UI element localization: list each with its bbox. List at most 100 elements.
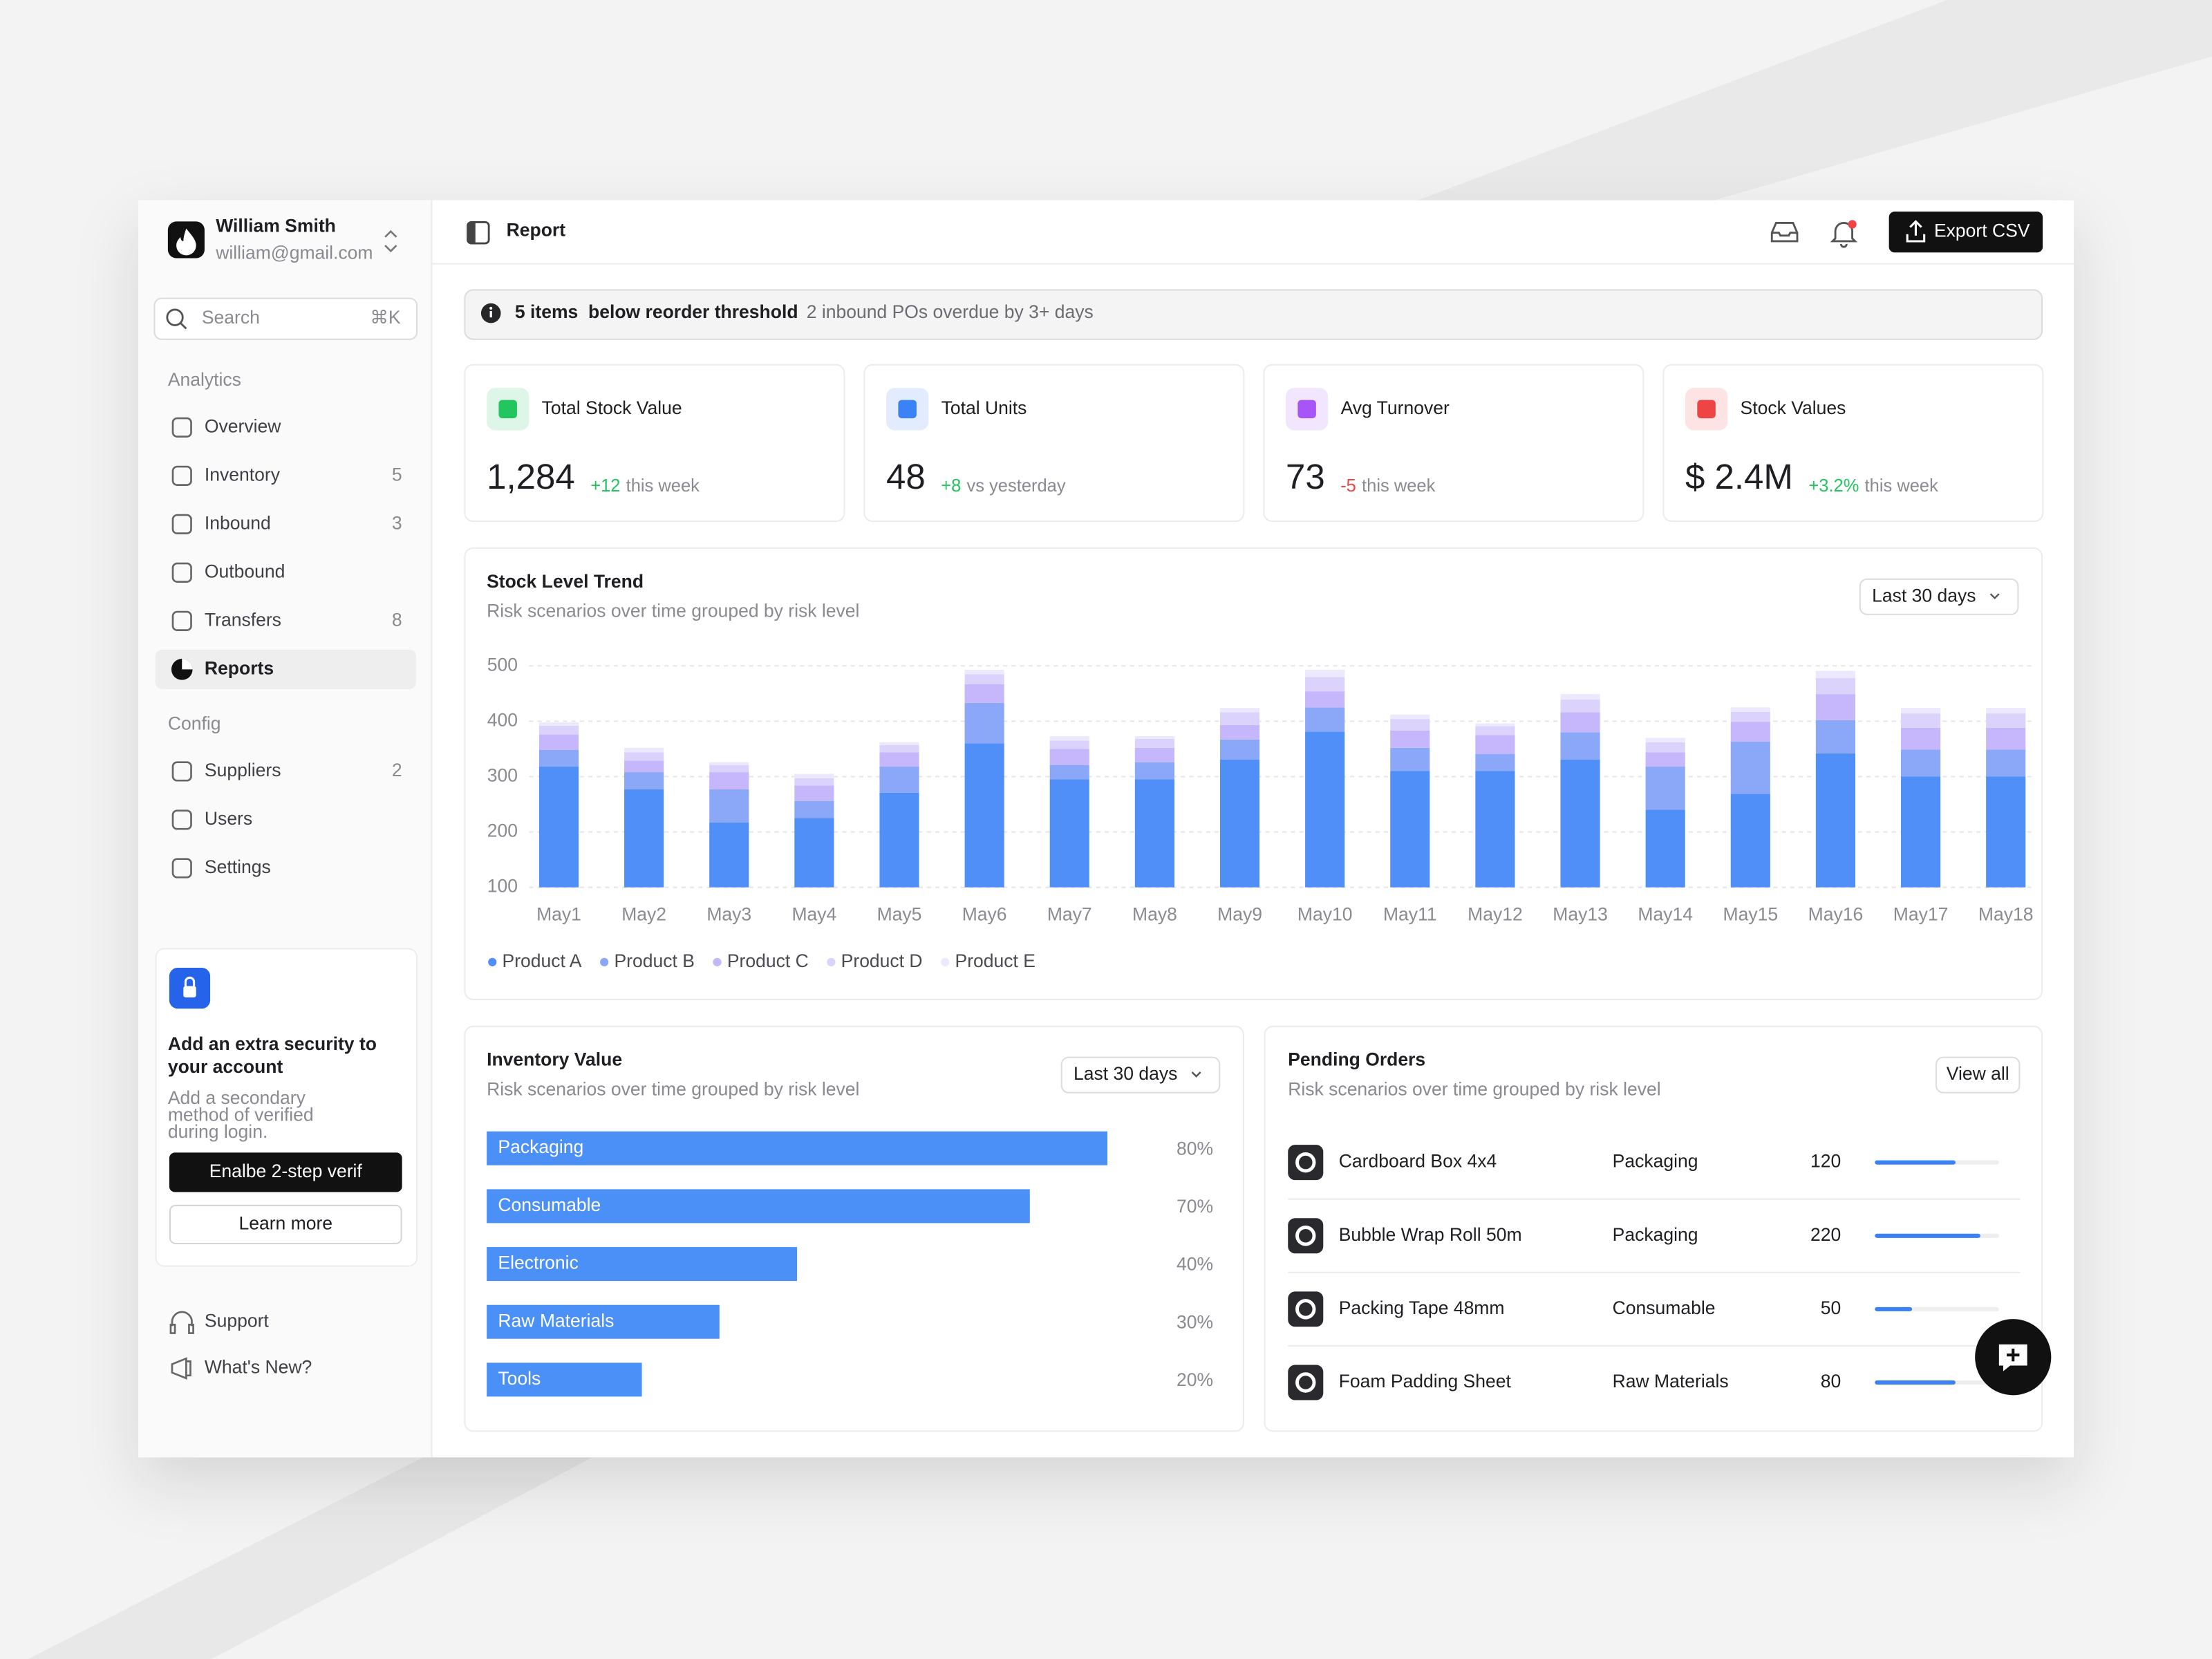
bar-segment [1305,677,1345,692]
nav-item[interactable]: Settings [205,856,271,877]
export-icon [1906,220,1926,243]
legend-label: Product D [841,950,923,971]
range-dropdown[interactable] [1060,1056,1221,1094]
page-title: Report [507,220,566,241]
kpi-value: 48 [886,457,926,496]
bar-segment [879,752,919,767]
inbox-icon[interactable] [1770,222,1799,243]
bar-segment [624,747,664,753]
inventory-bar [487,1362,642,1397]
search-box[interactable] [153,297,418,340]
bar-segment [1049,779,1089,888]
bar-segment [1986,713,2026,728]
bar-segment [794,785,834,801]
bar-segment [624,772,664,789]
nav-item[interactable]: Transfers [205,609,281,630]
nav-section: Config [168,713,221,734]
bar-segment [1219,712,1260,725]
bar-segment [1645,752,1685,767]
bar-segment [1560,759,1600,888]
bar-segment [1390,771,1430,888]
kpi-card [863,364,1245,523]
range-dropdown[interactable] [1859,578,2019,615]
bar-segment [1986,708,2026,714]
bar-segment [1730,722,1770,742]
learn-button[interactable] [169,1204,402,1245]
legend-swatch [827,957,836,966]
nav-icon [171,417,192,438]
kpi-value: 1,284 [487,457,575,496]
bar-segment [964,702,1004,744]
nav-item[interactable]: Users [205,808,252,829]
sidebar-toggle[interactable] [467,221,490,245]
legend-swatch [600,957,609,966]
bar-segment [1475,723,1515,727]
bar-segment [1560,712,1600,733]
bar-segment [1305,707,1345,732]
bar-segment [1475,771,1515,888]
bell-icon[interactable] [1830,222,1858,248]
x-tick-label: May7 [1047,904,1092,925]
nav-item[interactable]: Inventory [205,464,281,485]
export-button[interactable] [1888,212,2043,253]
kpi-card [1263,364,1644,523]
kpi-note: this week [626,476,700,496]
bar-segment [1475,735,1515,754]
user-name: William Smith [216,216,336,236]
bar-segment [1305,731,1345,888]
bar-segment [538,722,579,726]
kpi-value: 73 [1286,457,1325,496]
bar-segment [1219,759,1260,888]
nav-item[interactable]: Outbound [205,561,285,581]
order-name: Foam Padding Sheet [1339,1371,1512,1391]
kpi-delta: +8 [941,476,961,496]
nav-item[interactable]: Overview [205,415,281,436]
x-tick-label: May3 [706,904,751,925]
bar-segment [1560,694,1600,700]
bar-segment [1219,708,1260,713]
kpi-label: Total Stock Value [542,397,682,418]
inventory-bar-label: Electronic [498,1253,578,1273]
nav-item[interactable]: Inbound [205,512,271,533]
search-placeholder: Search [202,307,260,328]
legend-label: Product A [503,950,582,971]
order-icon [1288,1365,1324,1400]
bar-segment [1901,727,1941,750]
bar-segment [1901,708,1941,714]
x-tick-label: May10 [1297,904,1353,925]
nav-item[interactable]: Suppliers [205,760,281,780]
nav-item[interactable]: Reports [205,657,274,678]
x-tick-label: May15 [1723,904,1779,925]
enable-button-label: Enalbe 2-step verif [209,1161,363,1181]
bar-segment [1815,694,1856,720]
orders-title: Pending Orders [1288,1049,1425,1070]
footer-nav-item[interactable]: What's New? [205,1357,312,1378]
nav-count: 2 [392,760,402,780]
switch-icon[interactable] [384,229,397,253]
enable-button[interactable] [169,1152,402,1192]
x-tick-label: May2 [621,904,666,925]
x-tick-label: May16 [1808,904,1864,925]
kpi-value-line: 1,284 +12 this week [487,457,700,496]
chevron [1989,593,2000,600]
inventory-bar [487,1304,720,1339]
inventory-bar [487,1131,1108,1165]
bar-segment [1305,669,1345,677]
bar-segment [1815,720,1856,753]
bar-segment [964,743,1004,888]
bar-segment [964,684,1004,703]
kpi-card [464,364,845,523]
bar-segment [794,778,834,786]
y-tick-label: 300 [487,765,518,785]
search-shortcut: ⌘K [370,307,401,328]
footer-nav-item[interactable]: Support [205,1310,270,1331]
bar-segment [1560,700,1600,713]
text-line: Add a secondary [168,1087,306,1108]
bar-segment [1645,742,1685,753]
bar-segment [1390,747,1430,771]
text-line: during login. [168,1121,268,1142]
view-all-button[interactable] [1936,1056,2021,1094]
kpi-value-line: 73 -5 this week [1286,457,1436,496]
inventory-bar [487,1189,1030,1224]
order-category: Packaging [1613,1224,1698,1245]
